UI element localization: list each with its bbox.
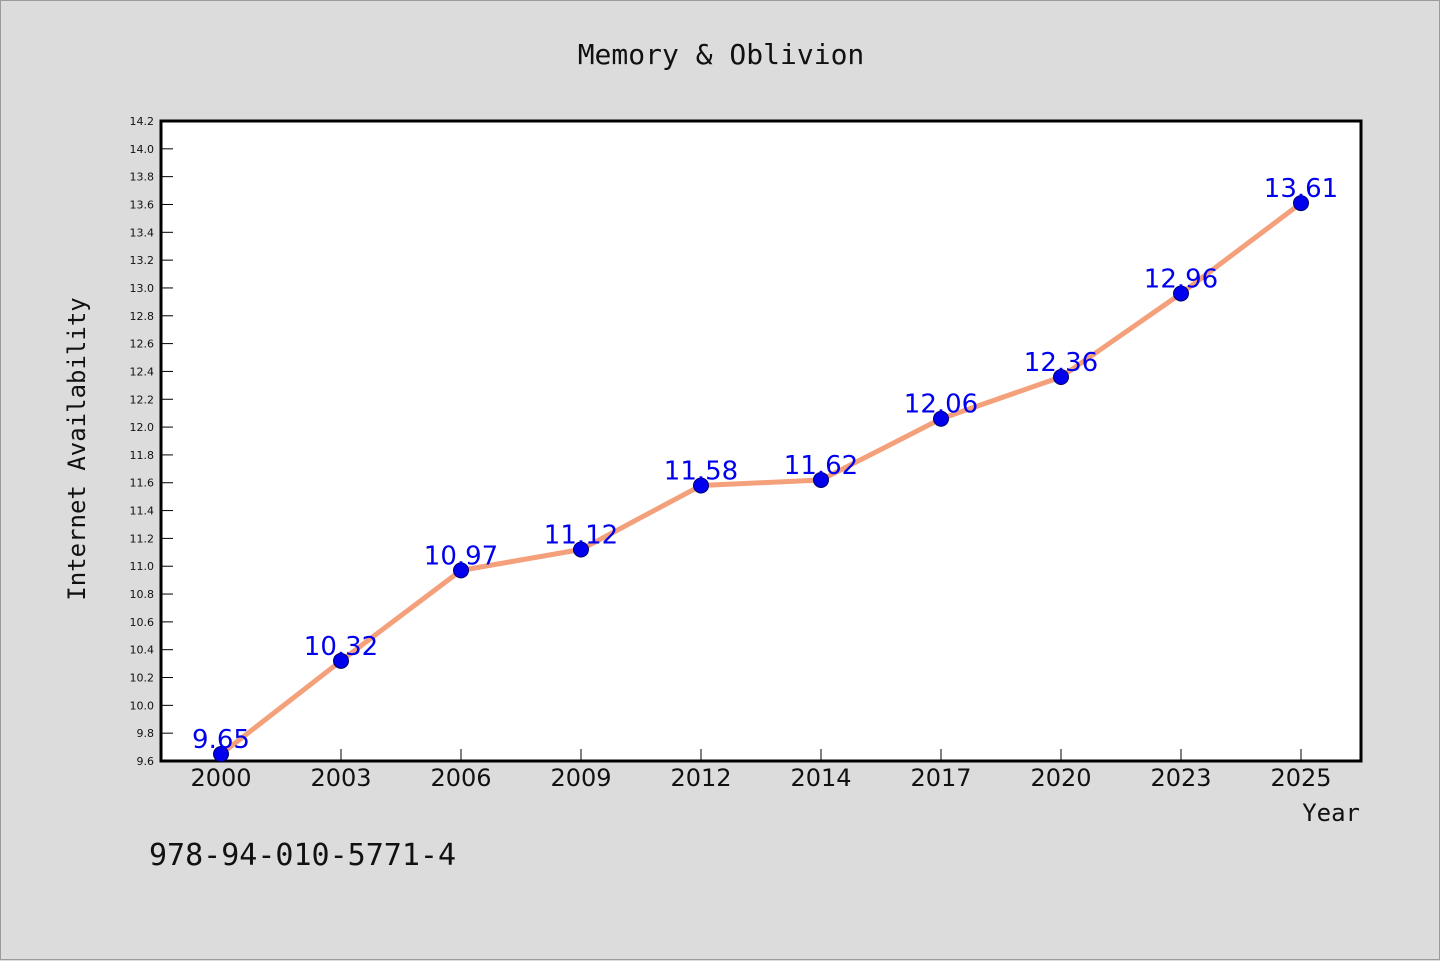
y-tick-label: 9.6 [137, 755, 155, 768]
data-point [453, 562, 469, 579]
data-label: 11.58 [664, 457, 738, 487]
y-tick-label: 13.4 [130, 226, 155, 239]
data-label: 11.12 [544, 521, 618, 551]
x-tick-label: 2025 [1270, 764, 1331, 792]
data-point [813, 471, 829, 488]
x-axis-label: Year [1302, 799, 1360, 827]
x-tick-label: 2000 [190, 764, 251, 792]
data-point [693, 477, 709, 494]
x-tick-label: 2003 [310, 764, 371, 792]
data-point [933, 410, 949, 427]
y-tick-label: 9.8 [137, 727, 155, 740]
y-tick-label: 11.4 [130, 505, 155, 518]
y-tick-label: 11.8 [130, 449, 155, 462]
isbn-footer-text: 978-94-010-5771-4 [149, 838, 456, 873]
data-label: 12.06 [904, 390, 978, 420]
x-tick-label: 2020 [1030, 764, 1091, 792]
data-label: 11.62 [784, 451, 858, 481]
y-tick-label: 13.8 [130, 171, 155, 184]
data-point [1053, 369, 1069, 385]
x-tick-label: 2014 [790, 764, 851, 792]
data-label: 10.32 [304, 632, 378, 662]
y-tick-label: 12.2 [130, 393, 155, 406]
chart-title: Memory & Oblivion [578, 38, 865, 71]
data-point [573, 541, 589, 558]
y-axis-label: Internet Availability [63, 297, 91, 600]
plot-area [159, 119, 1363, 763]
y-tick-label: 10.2 [130, 672, 155, 685]
y-tick-label: 12.6 [130, 338, 155, 351]
series: 9.65 10.32 10.97 11.12 11.58 11.62 12.06 12.36 1… [192, 174, 1338, 763]
series-line [218, 200, 1304, 757]
data-label: 13.61 [1264, 174, 1338, 204]
y-tick-label: 10.4 [130, 644, 155, 657]
x-tick-label: 2009 [550, 764, 611, 792]
x-axis: 2000 2003 2006 2009 2012 2014 2017 2020 2023 2025 [190, 749, 1332, 792]
data-label: 12.36 [1024, 348, 1098, 378]
x-tick-label: 2012 [670, 764, 731, 792]
y-tick-label: 12.0 [130, 421, 155, 434]
data-point [1293, 195, 1309, 212]
y-tick-label: 14.2 [130, 115, 155, 128]
x-tick-label: 2006 [430, 764, 491, 792]
data-point [333, 652, 349, 669]
data-point [1173, 285, 1189, 302]
y-tick-label: 10.8 [130, 588, 155, 601]
data-label: 10.97 [424, 541, 498, 571]
y-tick-label: 12.8 [130, 310, 155, 323]
y-tick-label: 11.2 [130, 532, 155, 545]
y-tick-label: 11.0 [130, 560, 155, 573]
y-axis: 9.6 9.8 10.0 10.2 10.4 10.6 10.8 11.0 11.2 11.4 11… [130, 115, 173, 768]
y-tick-label: 11.6 [130, 477, 155, 490]
y-tick-label: 13.2 [130, 254, 155, 267]
x-tick-label: 2017 [910, 764, 971, 792]
y-tick-label: 14.0 [130, 143, 155, 156]
y-tick-label: 10.0 [130, 699, 155, 712]
x-tick-label: 2023 [1150, 764, 1211, 792]
data-point [213, 746, 229, 763]
data-label: 9.65 [192, 725, 250, 755]
y-tick-label: 10.6 [130, 616, 155, 629]
y-tick-label: 13.6 [130, 198, 155, 211]
y-tick-label: 13.0 [130, 282, 155, 295]
data-label: 12.96 [1144, 265, 1218, 295]
y-tick-label: 12.4 [130, 365, 155, 378]
